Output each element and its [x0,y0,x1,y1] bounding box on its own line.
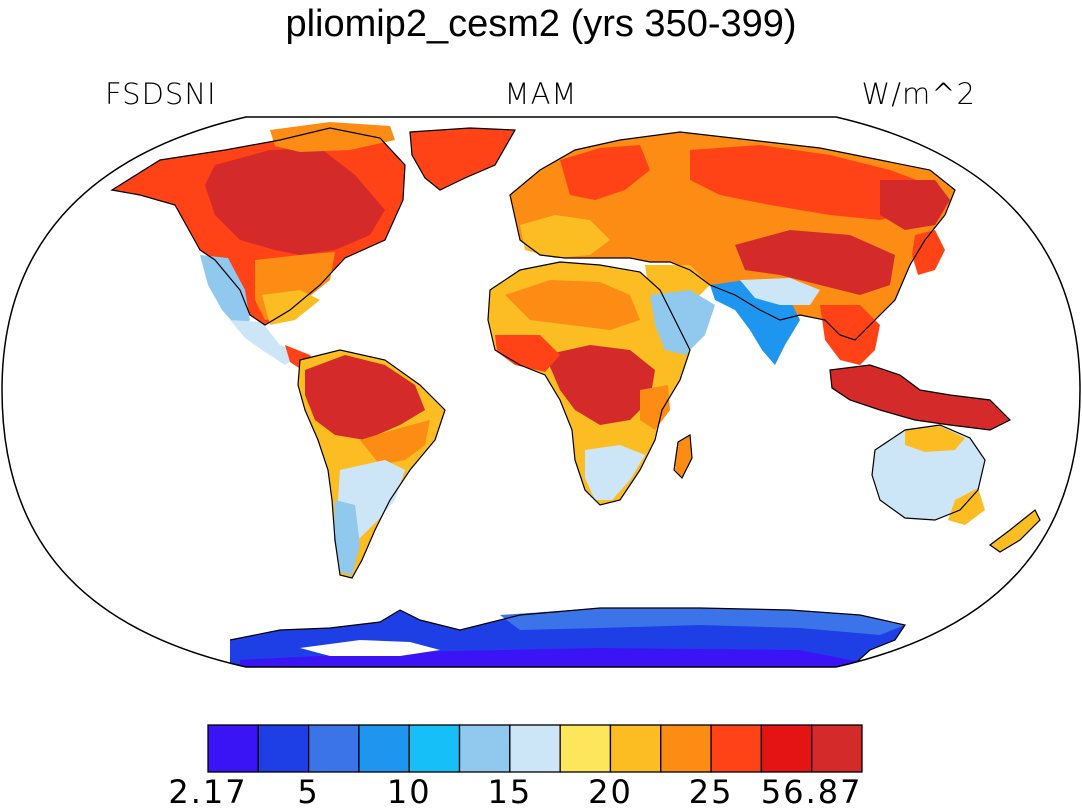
greenland-land [410,128,515,190]
colorbar-box [710,724,763,773]
colorbar-tick-label: 25 [688,773,734,811]
colorbar-box [559,724,612,773]
colorbar-box [408,724,461,773]
arctic-islands [270,122,395,152]
map-title: pliomip2_cesm2 (yrs 350-399) [285,3,797,45]
coastlines [110,127,1041,667]
colorbar-tick-label: 56.87 [760,773,863,811]
mexico-land [230,320,300,365]
colorbar-box [760,724,813,773]
amazon-core [305,355,425,440]
land-fields [112,122,1040,667]
indonesia-land [830,365,1010,430]
siberia-core [690,145,930,220]
arabia-land [650,290,715,355]
antarctica-coast [500,608,905,635]
north-america-southeast [262,290,320,325]
japan-land [912,230,945,275]
europe-north [560,145,650,200]
europe-west [520,215,610,258]
colorbar-box [257,724,310,773]
patagonia-land [334,500,360,575]
sahara-patches [505,280,640,330]
colorbar-box [307,724,360,773]
west-africa [495,335,560,372]
tibet-land [740,278,820,305]
southern-africa [585,445,645,500]
colorbar-tick-label: 2.17 [168,773,248,811]
colorbar-boxes [207,724,863,773]
colorbar-tick-label: 5 [297,773,320,811]
colorbar-box [207,724,259,773]
colorbar-tick-label: 10 [386,773,432,811]
colorbar-box [458,724,511,773]
australia-north [905,426,965,452]
north-america-west [200,255,250,330]
australia-land [872,425,985,520]
new-zealand-land [990,510,1040,552]
east-africa [640,385,670,430]
southeast-asia-land [820,305,880,365]
units-label: W/m^2 [861,77,976,111]
central-africa-core [545,345,655,425]
south-america-east [360,420,430,465]
central-asia-core [735,230,895,295]
season-label: MAM [504,77,578,111]
colorbar-box [609,724,662,773]
globe-outline [1,116,1081,668]
north-america-core [205,148,385,255]
colorbar-box [358,724,410,773]
east-asia-core [880,180,950,230]
variable-label: FSDSNI [105,77,217,111]
colorbar-box [811,724,863,773]
colorbar-box [660,724,712,773]
ross-ice-gap [300,640,440,656]
colorbar-tick-label: 15 [487,773,533,811]
australia-southeast [948,488,985,525]
colorbar-tick-label: 20 [588,773,633,811]
colorbar-box [509,724,561,773]
madagascar-land [674,435,692,478]
